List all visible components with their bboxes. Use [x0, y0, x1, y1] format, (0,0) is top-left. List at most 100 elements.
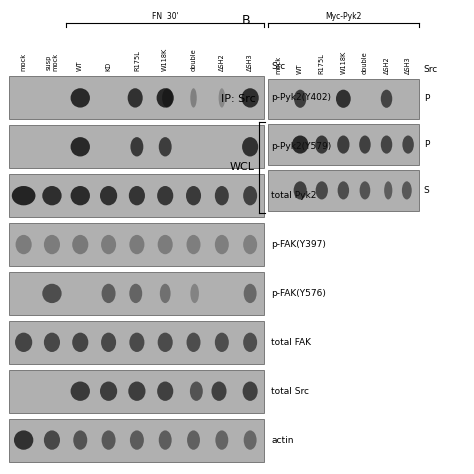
Ellipse shape — [72, 333, 88, 352]
Ellipse shape — [101, 430, 116, 450]
Text: W118K: W118K — [340, 51, 346, 74]
Ellipse shape — [130, 137, 143, 156]
Ellipse shape — [71, 88, 90, 108]
Text: Myc-Pyk2: Myc-Pyk2 — [325, 12, 362, 21]
Ellipse shape — [130, 430, 144, 450]
Ellipse shape — [162, 88, 173, 108]
Text: WT: WT — [77, 61, 83, 71]
Ellipse shape — [243, 186, 257, 205]
Ellipse shape — [100, 382, 117, 401]
Ellipse shape — [191, 284, 199, 303]
Text: double: double — [362, 52, 368, 74]
Ellipse shape — [381, 90, 392, 108]
Ellipse shape — [190, 382, 203, 401]
Text: actin: actin — [272, 436, 294, 445]
Ellipse shape — [292, 136, 309, 154]
Ellipse shape — [129, 186, 145, 205]
Text: p-Pyk2(Y579): p-Pyk2(Y579) — [272, 142, 332, 151]
Ellipse shape — [71, 186, 90, 205]
Ellipse shape — [15, 333, 32, 352]
Ellipse shape — [71, 382, 90, 401]
Ellipse shape — [71, 137, 90, 156]
Text: total Pyk2: total Pyk2 — [272, 191, 317, 200]
Ellipse shape — [159, 430, 172, 450]
Ellipse shape — [44, 235, 60, 254]
Ellipse shape — [44, 430, 60, 450]
Ellipse shape — [190, 88, 197, 108]
Text: total Src: total Src — [272, 387, 310, 396]
Text: WT: WT — [297, 64, 303, 74]
Ellipse shape — [101, 333, 116, 352]
Text: ΔSH2: ΔSH2 — [219, 54, 225, 71]
Ellipse shape — [187, 333, 201, 352]
Text: ΔSH2: ΔSH2 — [383, 57, 390, 74]
Text: W118K: W118K — [162, 48, 168, 71]
Text: p-FAK(Y397): p-FAK(Y397) — [272, 240, 326, 249]
FancyBboxPatch shape — [9, 419, 264, 462]
Ellipse shape — [316, 182, 328, 200]
Ellipse shape — [242, 137, 258, 156]
Ellipse shape — [44, 333, 60, 352]
Ellipse shape — [72, 235, 88, 254]
Ellipse shape — [42, 186, 62, 205]
Ellipse shape — [129, 284, 142, 303]
Ellipse shape — [158, 235, 173, 254]
Ellipse shape — [187, 235, 201, 254]
Ellipse shape — [244, 284, 256, 303]
FancyBboxPatch shape — [268, 170, 419, 210]
Ellipse shape — [156, 88, 174, 108]
Ellipse shape — [160, 284, 171, 303]
Text: R175L: R175L — [134, 50, 140, 71]
Text: ΔSH3: ΔSH3 — [405, 57, 411, 74]
Ellipse shape — [157, 382, 173, 401]
FancyBboxPatch shape — [9, 272, 264, 315]
Ellipse shape — [128, 382, 146, 401]
Ellipse shape — [186, 186, 201, 205]
Ellipse shape — [42, 284, 62, 303]
Ellipse shape — [159, 137, 172, 156]
Ellipse shape — [14, 430, 33, 450]
Ellipse shape — [337, 182, 349, 200]
Text: Src: Src — [272, 62, 286, 71]
Text: Src: Src — [424, 65, 438, 74]
Ellipse shape — [215, 235, 229, 254]
Text: WCL: WCL — [229, 163, 255, 173]
Text: FN  30': FN 30' — [152, 12, 179, 21]
FancyBboxPatch shape — [268, 124, 419, 165]
Ellipse shape — [336, 90, 351, 108]
Ellipse shape — [384, 182, 392, 200]
Ellipse shape — [101, 284, 116, 303]
Ellipse shape — [73, 430, 87, 450]
Ellipse shape — [243, 333, 257, 352]
Ellipse shape — [360, 182, 370, 200]
Ellipse shape — [12, 186, 36, 205]
Ellipse shape — [359, 136, 371, 154]
Ellipse shape — [157, 186, 173, 205]
Ellipse shape — [293, 182, 307, 200]
Ellipse shape — [211, 382, 227, 401]
Ellipse shape — [16, 235, 32, 254]
Ellipse shape — [244, 430, 256, 450]
Ellipse shape — [101, 235, 116, 254]
FancyBboxPatch shape — [9, 370, 264, 413]
Ellipse shape — [158, 333, 173, 352]
Ellipse shape — [337, 136, 349, 154]
Ellipse shape — [215, 430, 228, 450]
Ellipse shape — [315, 136, 328, 154]
Ellipse shape — [128, 88, 143, 108]
Text: KD: KD — [106, 62, 111, 71]
Text: IP: Src: IP: Src — [221, 94, 256, 104]
FancyBboxPatch shape — [9, 321, 264, 364]
Ellipse shape — [402, 136, 414, 154]
Ellipse shape — [402, 182, 412, 200]
Text: susp
mock: susp mock — [46, 53, 58, 71]
Ellipse shape — [129, 235, 145, 254]
Text: double: double — [191, 48, 197, 71]
Ellipse shape — [215, 186, 229, 205]
FancyBboxPatch shape — [9, 174, 264, 217]
Ellipse shape — [100, 186, 117, 205]
FancyBboxPatch shape — [9, 125, 264, 168]
Ellipse shape — [129, 333, 145, 352]
Text: ΔSH3: ΔSH3 — [247, 54, 253, 71]
Text: p-Pyk2(Y402): p-Pyk2(Y402) — [272, 93, 331, 102]
